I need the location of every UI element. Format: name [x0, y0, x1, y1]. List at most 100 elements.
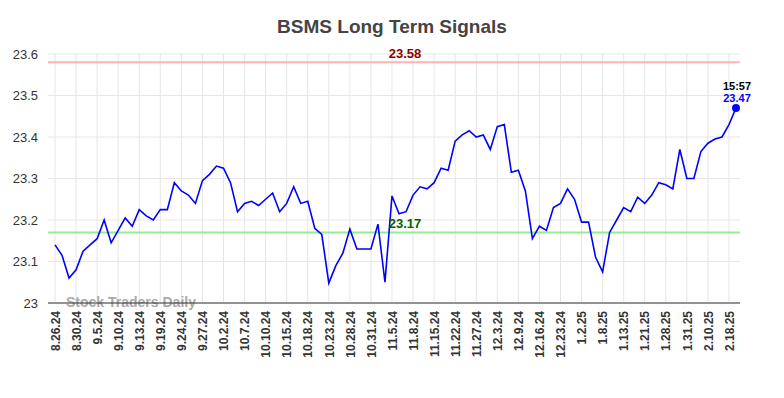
x-tick: 12.16.24 — [533, 303, 547, 358]
grid-line-x — [434, 54, 435, 303]
x-tick-label: 2.18.25 — [723, 311, 737, 351]
x-tick-label: 8.30.24 — [70, 311, 84, 351]
x-tick-label: 9.24.24 — [175, 311, 189, 351]
x-tick-label: 10.7.24 — [238, 311, 252, 351]
x-tick: 12.23.24 — [554, 303, 568, 358]
x-tick: 10.10.24 — [259, 303, 273, 358]
x-tick-label: 1.8.25 — [596, 311, 610, 345]
x-tick-label: 9.10.24 — [112, 311, 126, 351]
chart: BSMS Long Term SignalsStock Traders Dail… — [0, 0, 784, 398]
x-tick-label: 1.2.25 — [575, 311, 589, 345]
grid-line-x — [581, 54, 582, 303]
y-tick: 23.2 — [13, 213, 48, 228]
last-time-label: 15:57 — [723, 80, 751, 92]
grid-line-x — [413, 54, 414, 303]
y-tick: 23.6 — [13, 47, 48, 62]
y-tick-label: 23.5 — [13, 88, 38, 103]
x-tick: 11.5.24 — [386, 303, 400, 350]
y-tick-label: 23.3 — [13, 171, 38, 186]
x-tick: 9.13.24 — [133, 303, 147, 351]
x-tick-label: 12.23.24 — [554, 311, 568, 358]
grid-line-x — [265, 54, 266, 303]
grid-line-x — [518, 54, 519, 303]
x-tick: 1.13.25 — [617, 303, 631, 351]
x-tick-label: 11.15.24 — [428, 311, 442, 357]
grid-line-x — [644, 54, 645, 303]
x-tick-label: 10.31.24 — [365, 311, 379, 358]
y-axis-line — [48, 55, 49, 304]
x-tick-label: 10.10.24 — [259, 311, 273, 358]
x-tick-label: 10.18.24 — [301, 311, 315, 358]
x-tick-label: 9.27.24 — [196, 311, 210, 351]
x-tick: 1.31.25 — [681, 303, 695, 351]
x-axis: 8.26.24 8.30.24 9.5.24 9.10.24 9.13.24 9.19.2… — [48, 303, 740, 358]
grid-line-y — [48, 95, 740, 96]
x-tick: 10.2.24 — [217, 303, 231, 351]
grid-line-x — [391, 54, 392, 303]
x-tick-label: 2.10.25 — [702, 311, 716, 351]
grid-line-x — [476, 54, 477, 303]
x-tick-label: 12.3.24 — [491, 311, 505, 351]
y-tick: 23.5 — [13, 88, 48, 103]
grid-line-x — [349, 54, 350, 303]
grid-line-x — [707, 54, 708, 303]
grid-line-x — [328, 54, 329, 303]
title: BSMS Long Term Signals — [277, 16, 507, 37]
series-line — [55, 108, 736, 283]
x-tick-label: 11.5.24 — [386, 311, 400, 351]
x-tick-label: 8.26.24 — [49, 311, 63, 351]
x-tick-label: 9.13.24 — [133, 311, 147, 351]
x-tick: 10.23.24 — [323, 303, 337, 358]
grid-line-x — [370, 54, 371, 303]
x-tick: 1.28.25 — [659, 303, 673, 351]
x-tick: 9.27.24 — [196, 303, 210, 351]
grid-line-x — [307, 54, 308, 303]
grid-line-y — [48, 137, 740, 138]
grid-line-y — [48, 261, 740, 262]
signal-label: 23.58 — [389, 46, 422, 61]
x-tick-label: 1.21.25 — [638, 311, 652, 351]
x-tick: 12.9.24 — [512, 303, 526, 351]
x-tick-label: 10.23.24 — [323, 311, 337, 358]
grid-line-x — [455, 54, 456, 303]
x-tick: 9.5.24 — [91, 303, 105, 344]
x-tick: 11.27.24 — [470, 303, 484, 357]
x-tick: 11.8.24 — [407, 303, 421, 350]
x-tick-label: 12.9.24 — [512, 311, 526, 351]
y-tick: 23.1 — [13, 254, 48, 269]
x-tick: 9.19.24 — [154, 303, 168, 351]
x-tick: 10.15.24 — [280, 303, 294, 358]
grid-line-x — [560, 54, 561, 303]
y-tick-label: 23.1 — [13, 254, 38, 269]
x-tick-label: 11.8.24 — [407, 311, 421, 351]
x-tick: 1.21.25 — [638, 303, 652, 351]
x-tick-label: 11.22.24 — [449, 311, 463, 357]
x-tick: 8.30.24 — [70, 303, 84, 351]
plot-area — [48, 62, 740, 283]
x-tick-label: 10.2.24 — [217, 311, 231, 351]
x-tick: 9.10.24 — [112, 303, 126, 351]
grid-line-y — [48, 303, 740, 304]
x-tick: 11.22.24 — [449, 303, 463, 357]
x-tick: 9.24.24 — [175, 303, 189, 351]
x-tick: 10.18.24 — [301, 303, 315, 358]
x-tick: 12.3.24 — [491, 303, 505, 351]
x-tick: 10.7.24 — [238, 303, 252, 351]
x-tick-label: 12.16.24 — [533, 311, 547, 358]
grid-line-x — [181, 54, 182, 303]
grid-line-x — [76, 54, 77, 303]
y-tick-label: 23.2 — [13, 213, 38, 228]
x-tick-label: 9.5.24 — [91, 311, 105, 345]
grid-line-x — [623, 54, 624, 303]
y-tick-label: 23.4 — [13, 130, 38, 145]
x-tick: 10.31.24 — [365, 303, 379, 358]
y-axis: 2323.123.223.323.423.523.6 — [13, 47, 49, 311]
y-tick: 23.4 — [13, 130, 48, 145]
x-tick-label: 10.28.24 — [344, 311, 358, 358]
signal-label: 23.17 — [389, 216, 422, 231]
x-tick: 10.28.24 — [344, 303, 358, 358]
x-axis-line — [48, 303, 740, 304]
grid-line-x — [665, 54, 666, 303]
grid-line-x — [223, 54, 224, 303]
x-tick: 2.18.25 — [723, 303, 737, 351]
